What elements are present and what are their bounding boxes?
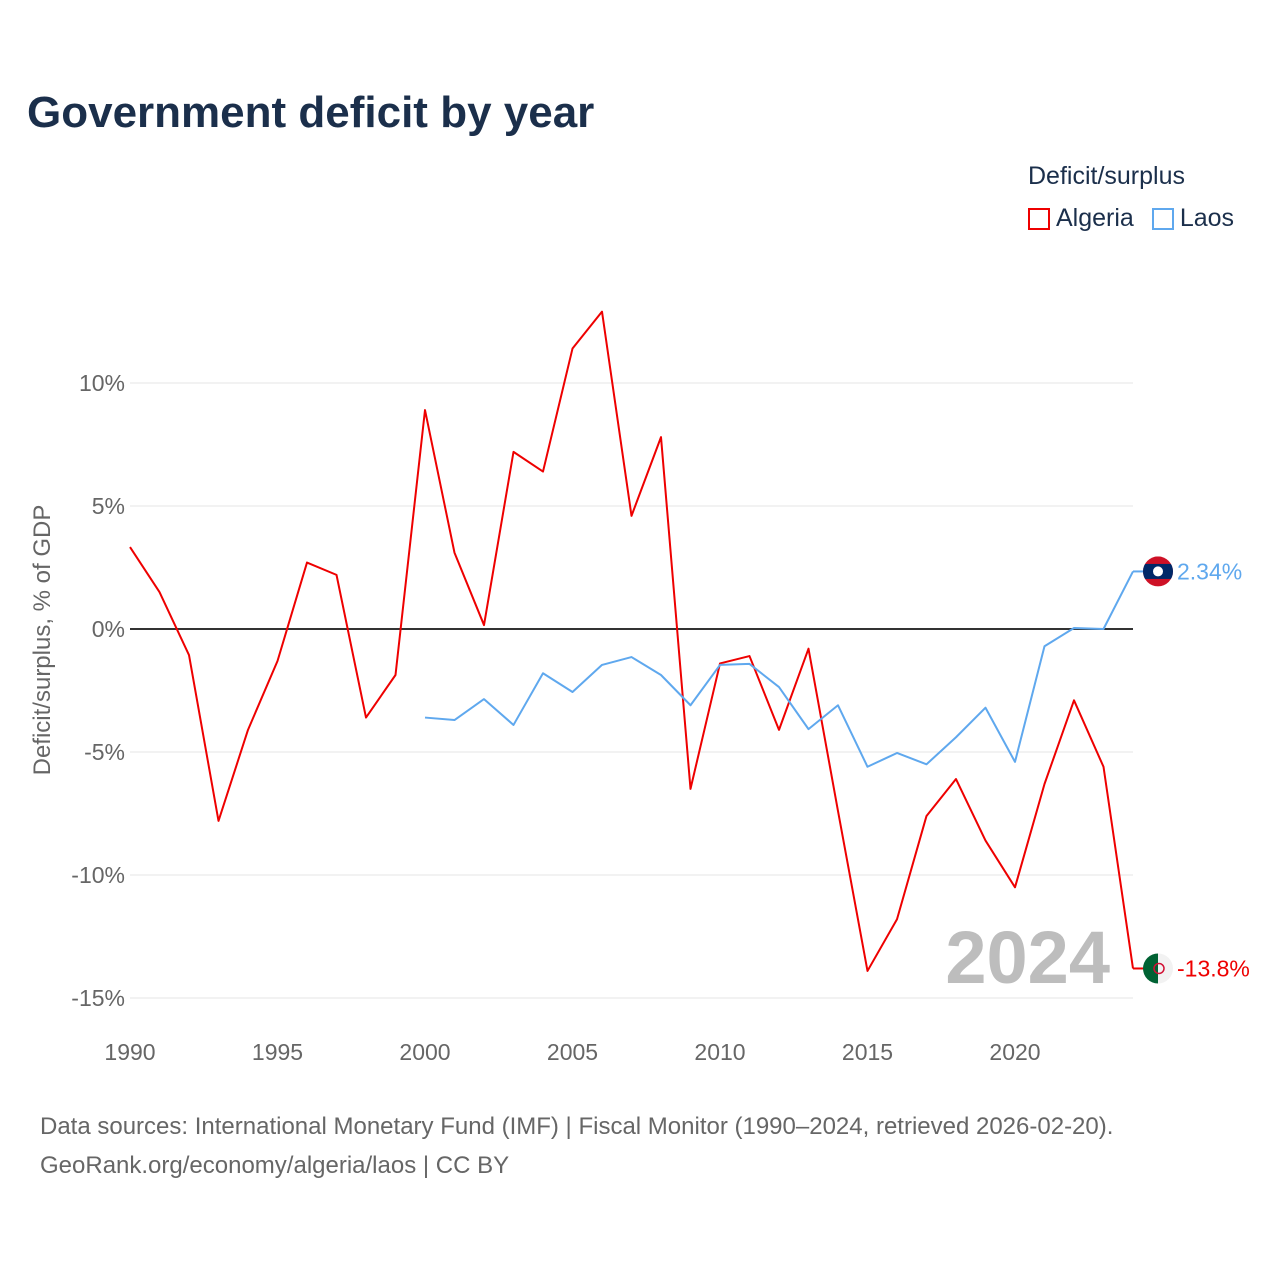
y-axis-label: Deficit/surplus, % of GDP <box>29 505 56 776</box>
y-tick-label: 10% <box>79 370 125 396</box>
flag-algeria-icon <box>1143 953 1173 984</box>
x-tick-label: 1990 <box>104 1039 155 1065</box>
series-line-laos <box>424 570 1134 768</box>
end-label-algeria: -13.8% <box>1177 955 1250 981</box>
legend-swatch-laos <box>1151 207 1174 230</box>
y-tick-label: -15% <box>71 985 125 1011</box>
y-tick-label: -10% <box>71 862 125 888</box>
current-year-label: 2024 <box>945 916 1110 999</box>
y-tick-label: 5% <box>92 493 125 519</box>
legend-swatch-algeria <box>1028 207 1050 230</box>
x-tick-label: 2005 <box>547 1039 598 1065</box>
end-label-laos: 2.34% <box>1177 558 1242 584</box>
flag-laos-icon <box>1143 556 1173 587</box>
x-tick-label: 2020 <box>989 1039 1040 1065</box>
footer: Data sources: International Monetary Fun… <box>40 1107 1113 1185</box>
y-tick-label: 0% <box>92 616 125 642</box>
y-tick-label: -5% <box>84 739 125 765</box>
x-tick-label: 2000 <box>399 1039 450 1065</box>
legend-title: Deficit/surplus <box>1028 162 1185 190</box>
flag-crescent <box>1153 962 1165 975</box>
flag-moon <box>1153 566 1163 577</box>
x-tick-label: 2010 <box>694 1039 745 1065</box>
series-line-algeria <box>129 310 1134 972</box>
x-tick-label: 2015 <box>842 1039 893 1065</box>
x-tick-label: 1995 <box>252 1039 303 1065</box>
legend-label-laos: Laos <box>1179 204 1235 232</box>
legend: Algeria Laos <box>1028 204 1234 233</box>
chart-title: Government deficit by year <box>27 88 595 137</box>
footer-link[interactable]: GeoRank.org/economy/algeria/laos | CC BY <box>40 1152 510 1179</box>
legend-item-laos[interactable]: Laos <box>1151 204 1235 233</box>
footer-sources: Data sources: International Monetary Fun… <box>40 1113 1114 1140</box>
legend-item-algeria[interactable]: Algeria <box>1028 204 1134 233</box>
flag-green <box>1143 953 1158 984</box>
legend-label-algeria: Algeria <box>1056 204 1134 232</box>
flag-white <box>1158 953 1173 984</box>
